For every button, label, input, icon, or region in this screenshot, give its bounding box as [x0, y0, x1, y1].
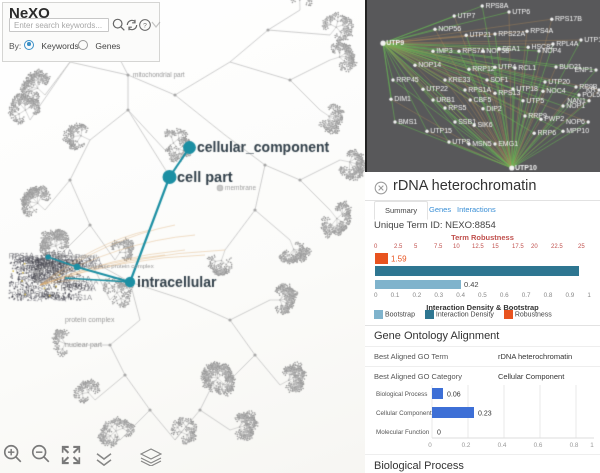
svg-text:?: ? — [143, 23, 147, 30]
svg-text:0: 0 — [428, 442, 432, 447]
svg-text:0.4: 0.4 — [498, 442, 507, 447]
svg-text:22.5: 22.5 — [551, 244, 563, 250]
svg-text:0.8: 0.8 — [570, 442, 579, 447]
svg-text:Biological Process: Biological Process — [376, 391, 427, 398]
svg-text:Cellular Component: Cellular Component — [376, 410, 432, 417]
svg-text:0.06: 0.06 — [447, 392, 461, 399]
svg-text:15: 15 — [492, 244, 499, 250]
svg-text:0.23: 0.23 — [478, 411, 492, 418]
svg-text:20: 20 — [531, 244, 538, 250]
svg-text:10: 10 — [453, 244, 460, 250]
svg-text:1: 1 — [590, 442, 594, 447]
svg-text:2.5: 2.5 — [394, 244, 403, 250]
svg-text:5: 5 — [414, 244, 418, 250]
svg-text:Molecular Function: Molecular Function — [376, 429, 430, 436]
svg-text:0: 0 — [437, 430, 441, 437]
svg-text:25: 25 — [578, 244, 585, 250]
svg-text:7.5: 7.5 — [434, 244, 443, 250]
svg-text:0.6: 0.6 — [534, 442, 543, 447]
svg-text:0: 0 — [374, 244, 378, 250]
svg-text:0.2: 0.2 — [462, 442, 471, 447]
svg-text:0.42: 0.42 — [464, 280, 479, 289]
svg-text:12.5: 12.5 — [472, 244, 484, 250]
svg-text:17.5: 17.5 — [512, 244, 524, 250]
svg-text:1.59: 1.59 — [391, 255, 407, 264]
